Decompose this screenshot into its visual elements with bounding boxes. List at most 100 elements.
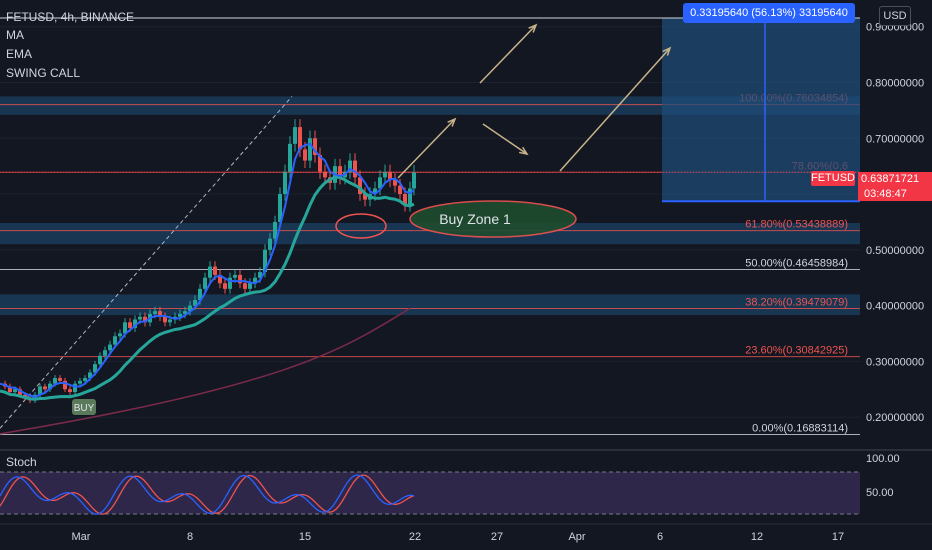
candle [218, 274, 222, 284]
candle [398, 185, 402, 195]
candle [118, 333, 122, 337]
long-ma-line [0, 307, 411, 435]
candle [103, 350, 107, 356]
candle [108, 344, 112, 351]
candle [138, 316, 142, 320]
projection-arrow-4-head [662, 46, 672, 56]
candle [198, 288, 202, 300]
fib-label: 23.60%(0.30842925) [745, 345, 848, 357]
price-tick-label: 0.40000000 [866, 301, 924, 313]
candle [68, 389, 72, 393]
time-tick-label: 17 [832, 531, 844, 543]
stoch-tick-label: 50.00 [866, 487, 894, 499]
candle [378, 177, 382, 189]
candle [158, 311, 162, 317]
candle [203, 277, 207, 289]
price-tick-label: 0.30000000 [866, 356, 924, 368]
candle [303, 149, 307, 161]
candle [248, 283, 252, 289]
ema-line [0, 175, 415, 401]
candle [188, 305, 192, 312]
time-tick-label: Apr [568, 531, 585, 543]
candle [43, 386, 47, 390]
candle [193, 300, 197, 306]
resistance-zone [0, 96, 860, 115]
support-zone-1 [0, 223, 860, 245]
candle [353, 160, 357, 178]
candle [403, 194, 407, 206]
candle [133, 319, 137, 328]
measure-box [662, 18, 860, 202]
time-tick-label: Mar [72, 531, 91, 543]
time-tick-label: 8 [187, 531, 193, 543]
projection-arrow-3-head [519, 146, 529, 156]
trend-line [0, 96, 293, 429]
stoch-k-line [0, 474, 415, 515]
time-tick-label: 6 [657, 531, 663, 543]
candle [238, 274, 242, 284]
candle [53, 378, 57, 384]
candle [48, 383, 52, 390]
candle [373, 188, 377, 195]
fib-label: 0.00%(0.16883114) [752, 422, 848, 434]
candle [363, 194, 367, 200]
support-zone-2 [0, 294, 860, 316]
candle [293, 127, 297, 144]
candle [63, 380, 67, 390]
projection-arrow-1-head [447, 117, 457, 127]
candle [123, 322, 127, 334]
candle [58, 378, 62, 381]
candle [283, 171, 287, 195]
candle [213, 266, 217, 275]
projection-arrow-2-head [528, 23, 538, 33]
measure-label: 0.33195640 (56.13%) 33195640 [683, 3, 855, 23]
candle [128, 322, 132, 328]
candle [73, 383, 77, 393]
candle [243, 283, 247, 289]
candle [98, 355, 102, 365]
candle [308, 138, 312, 161]
buy-zone-label: Buy Zone 1 [439, 211, 511, 227]
time-tick-label: 27 [491, 531, 503, 543]
candle [178, 313, 182, 317]
candle [228, 277, 232, 289]
indicator-swing-call-label[interactable]: SWING CALL [6, 66, 81, 80]
candle [393, 180, 397, 186]
stoch-tick-label: 100.00 [866, 453, 900, 465]
price-tick-label: 0.70000000 [866, 133, 924, 145]
time-tick-label: 15 [299, 531, 311, 543]
projection-arrow-2 [479, 24, 537, 84]
candle [412, 172, 416, 189]
candle [143, 316, 147, 323]
buy-marker-label: BUY [74, 403, 95, 414]
fib-label: 50.00%(0.46458984) [745, 258, 848, 270]
candle [88, 372, 92, 379]
indicator-ma-label[interactable]: MA [6, 28, 24, 42]
indicator-ema-label[interactable]: EMA [6, 47, 33, 61]
currency-button[interactable]: USD [879, 6, 911, 26]
buy-marker [72, 399, 96, 415]
candle [358, 177, 362, 195]
candle [83, 378, 87, 381]
candle [258, 272, 262, 278]
candle [233, 274, 237, 278]
stoch-label[interactable]: Stoch [6, 455, 37, 469]
candle-countdown: 03:48:47 [858, 187, 932, 201]
candle [223, 283, 227, 289]
time-tick-label: 22 [409, 531, 421, 543]
time-tick-label: 12 [751, 531, 763, 543]
price-axis [860, 0, 932, 550]
projection-arrow-4 [559, 47, 671, 172]
ticker-text: FETUSD [811, 172, 855, 184]
projection-arrow-1 [397, 118, 456, 179]
candle [8, 386, 12, 393]
small-ellipse [335, 213, 387, 239]
candle [408, 188, 412, 206]
buy-zone-ellipse [409, 200, 577, 238]
fib-label: 61.80%(0.53438889) [745, 219, 848, 231]
current-price-value: 0.63871721 [858, 172, 932, 187]
candle [263, 249, 267, 273]
candle [273, 221, 277, 239]
candle [318, 155, 322, 172]
